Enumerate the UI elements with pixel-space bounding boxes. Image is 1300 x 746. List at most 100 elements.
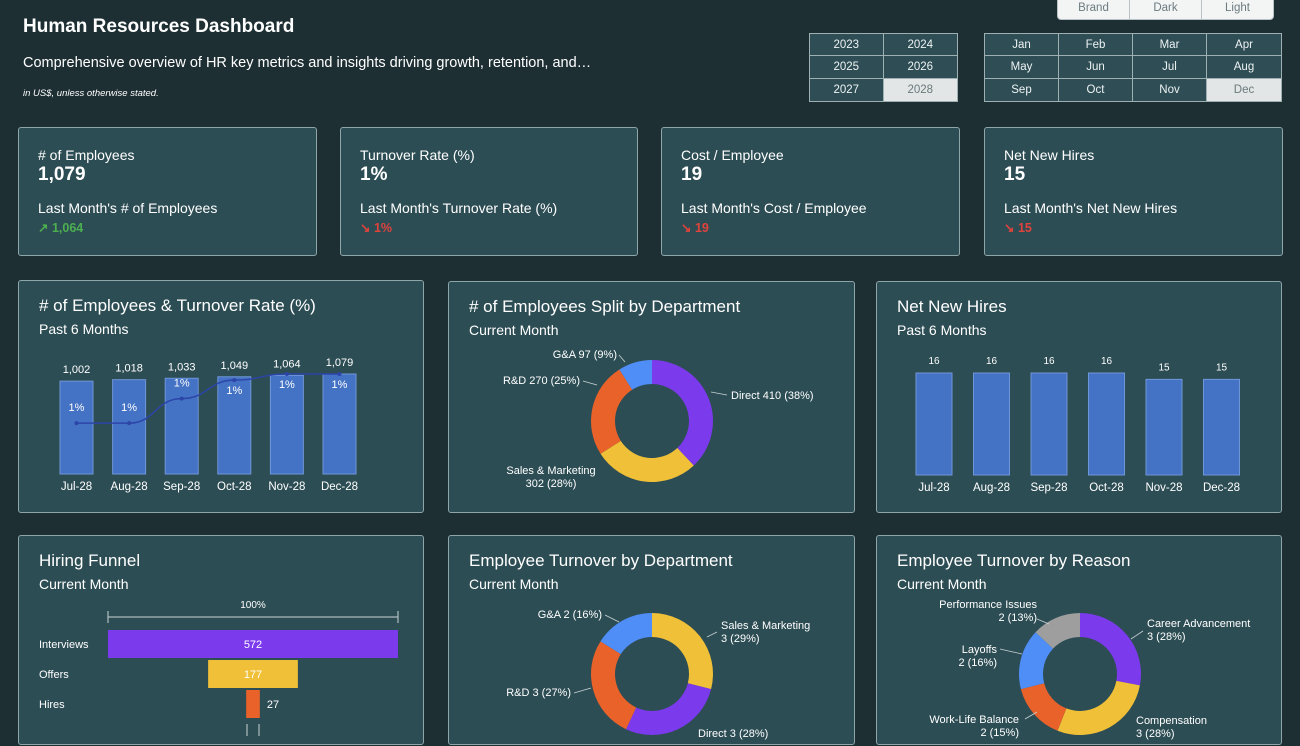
leader-line [999, 648, 1023, 655]
month-option-sep[interactable]: Sep [985, 78, 1059, 101]
year-option-2023[interactable]: 2023 [810, 34, 884, 57]
month-option-mar[interactable]: Mar [1133, 34, 1207, 57]
leader-line [1024, 711, 1038, 720]
slice-label: Direct 3 (28%) [698, 728, 768, 740]
month-option-apr[interactable]: Apr [1207, 34, 1281, 57]
month-option-feb[interactable]: Feb [1059, 34, 1133, 57]
kpi-card-employees: # of Employees 1,079 Last Month's # of E… [18, 127, 317, 256]
kpi-value: 19 [681, 164, 703, 185]
donut-slice [1019, 632, 1054, 690]
slice-label: R&D 3 (27%) [506, 687, 571, 699]
slice-label: G&A 2 (16%) [538, 609, 602, 621]
month-slicer: Jan Feb Mar Apr May Jun Jul Aug Sep Oct Nov Dec [984, 33, 1282, 102]
kpi-previous-value: ↗ 1,064 [38, 221, 84, 235]
slice-label: Performance Issues [939, 599, 1037, 611]
panel-subtitle: Current Month [469, 576, 559, 592]
kpi-card-cost: Cost / Employee 19 Last Month's Cost / E… [661, 127, 960, 256]
slice-label: Career Advancement [1147, 618, 1250, 630]
funnel-bar [246, 690, 260, 718]
net-new-hires-chart: 16 Jul-28 16 Aug-28 16 Sep-28 16 Oct-28 15 Nov-28… [915, 356, 1240, 494]
funnel-value-label: 572 [244, 639, 262, 651]
panel-title: Employee Turnover by Reason [897, 551, 1131, 570]
x-tick-label: Nov-28 [268, 481, 305, 493]
donut-slice [652, 613, 713, 690]
turnover-data-label: 1% [121, 402, 137, 414]
funnel-bar [208, 660, 298, 688]
slice-label: Layoffs [962, 644, 998, 656]
x-tick-label: Aug-28 [111, 481, 148, 493]
donut-slice [1080, 613, 1141, 686]
slice-label: 2 (13%) [998, 612, 1037, 624]
theme-brand-button[interactable]: Brand [1057, 0, 1130, 20]
donut-slice [600, 613, 652, 655]
theme-light-button[interactable]: Light [1201, 0, 1274, 20]
theme-dark-button[interactable]: Dark [1129, 0, 1202, 20]
year-option-2028[interactable]: 2028 [883, 78, 957, 101]
kpi-title: Cost / Employee [681, 147, 784, 163]
slice-label: Sales & Marketing [721, 620, 810, 632]
slice-label: 2 (16%) [958, 657, 997, 669]
bar-data-label: 15 [1216, 362, 1228, 373]
panel-turnover-department: Employee Turnover by Department Current … [448, 535, 855, 745]
month-option-jul[interactable]: Jul [1133, 56, 1207, 79]
panel-department-split: # of Employees Split by Department Curre… [448, 281, 855, 513]
employee-bar [269, 374, 304, 475]
turnover-point [179, 396, 184, 401]
kpi-previous-label: Last Month's # of Employees [38, 200, 218, 216]
month-option-dec[interactable]: Dec [1207, 78, 1281, 101]
net-hires-bar [1145, 378, 1183, 476]
panel-subtitle: Past 6 Months [39, 321, 129, 337]
turnover-data-label: 1% [174, 378, 190, 390]
kpi-value: 15 [1004, 164, 1026, 185]
turnover-data-label: 1% [226, 385, 242, 397]
panel-subtitle: Current Month [897, 576, 987, 592]
leader-line [1036, 618, 1050, 625]
x-tick-label: Dec-28 [1203, 482, 1240, 494]
slice-label: 3 (28%) [1136, 728, 1175, 740]
leader-line [1130, 630, 1144, 640]
year-option-2026[interactable]: 2026 [883, 56, 957, 79]
donut-slice [600, 440, 694, 482]
kpi-previous-value: ↘ 15 [1004, 221, 1032, 235]
bar-data-label: 16 [1043, 356, 1055, 367]
employees-turnover-chart: 1,002 Jul-28 1,018 Aug-28 1,033 Sep-28 1,049 Oc… [59, 357, 358, 493]
bar-data-label: 16 [928, 356, 940, 367]
month-option-jun[interactable]: Jun [1059, 56, 1133, 79]
panel-hiring-funnel: Hiring Funnel Current Month 100% Intervie… [18, 535, 424, 745]
x-tick-label: Sep-28 [1030, 482, 1067, 494]
year-option-2027[interactable]: 2027 [810, 78, 884, 101]
slice-label: 3 (29%) [721, 633, 760, 645]
donut-slice [1057, 680, 1140, 735]
month-option-nov[interactable]: Nov [1133, 78, 1207, 101]
bar-data-label: 1,033 [168, 361, 196, 373]
turnover-point [127, 421, 132, 426]
currency-note: in US$, unless otherwise stated. [23, 88, 159, 99]
slice-label: Compensation [1136, 715, 1207, 727]
kpi-value: 1,079 [38, 164, 86, 185]
month-option-jan[interactable]: Jan [985, 34, 1059, 57]
x-tick-label: Nov-28 [1145, 482, 1182, 494]
kpi-title: # of Employees [38, 147, 135, 163]
year-option-2025[interactable]: 2025 [810, 56, 884, 79]
leader-line [618, 354, 626, 363]
month-option-oct[interactable]: Oct [1059, 78, 1133, 101]
turnover-point [232, 378, 237, 383]
leader-line [604, 614, 620, 623]
panel-subtitle: Current Month [469, 322, 559, 338]
bar-data-label: 16 [1101, 356, 1113, 367]
month-option-aug[interactable]: Aug [1207, 56, 1281, 79]
month-option-may[interactable]: May [985, 56, 1059, 79]
turnover-data-label: 1% [332, 379, 348, 391]
net-hires-bar [915, 372, 953, 476]
slice-label: Sales & Marketing [506, 465, 595, 477]
donut-slice [591, 369, 633, 454]
funnel-scale-label: 100% [240, 600, 266, 611]
x-tick-label: Oct-28 [217, 481, 252, 493]
year-option-2024[interactable]: 2024 [883, 34, 957, 57]
panel-title: # of Employees Split by Department [469, 297, 741, 316]
net-hires-bar [1203, 378, 1240, 476]
kpi-previous-label: Last Month's Net New Hires [1004, 200, 1178, 216]
leader-line [573, 687, 592, 694]
